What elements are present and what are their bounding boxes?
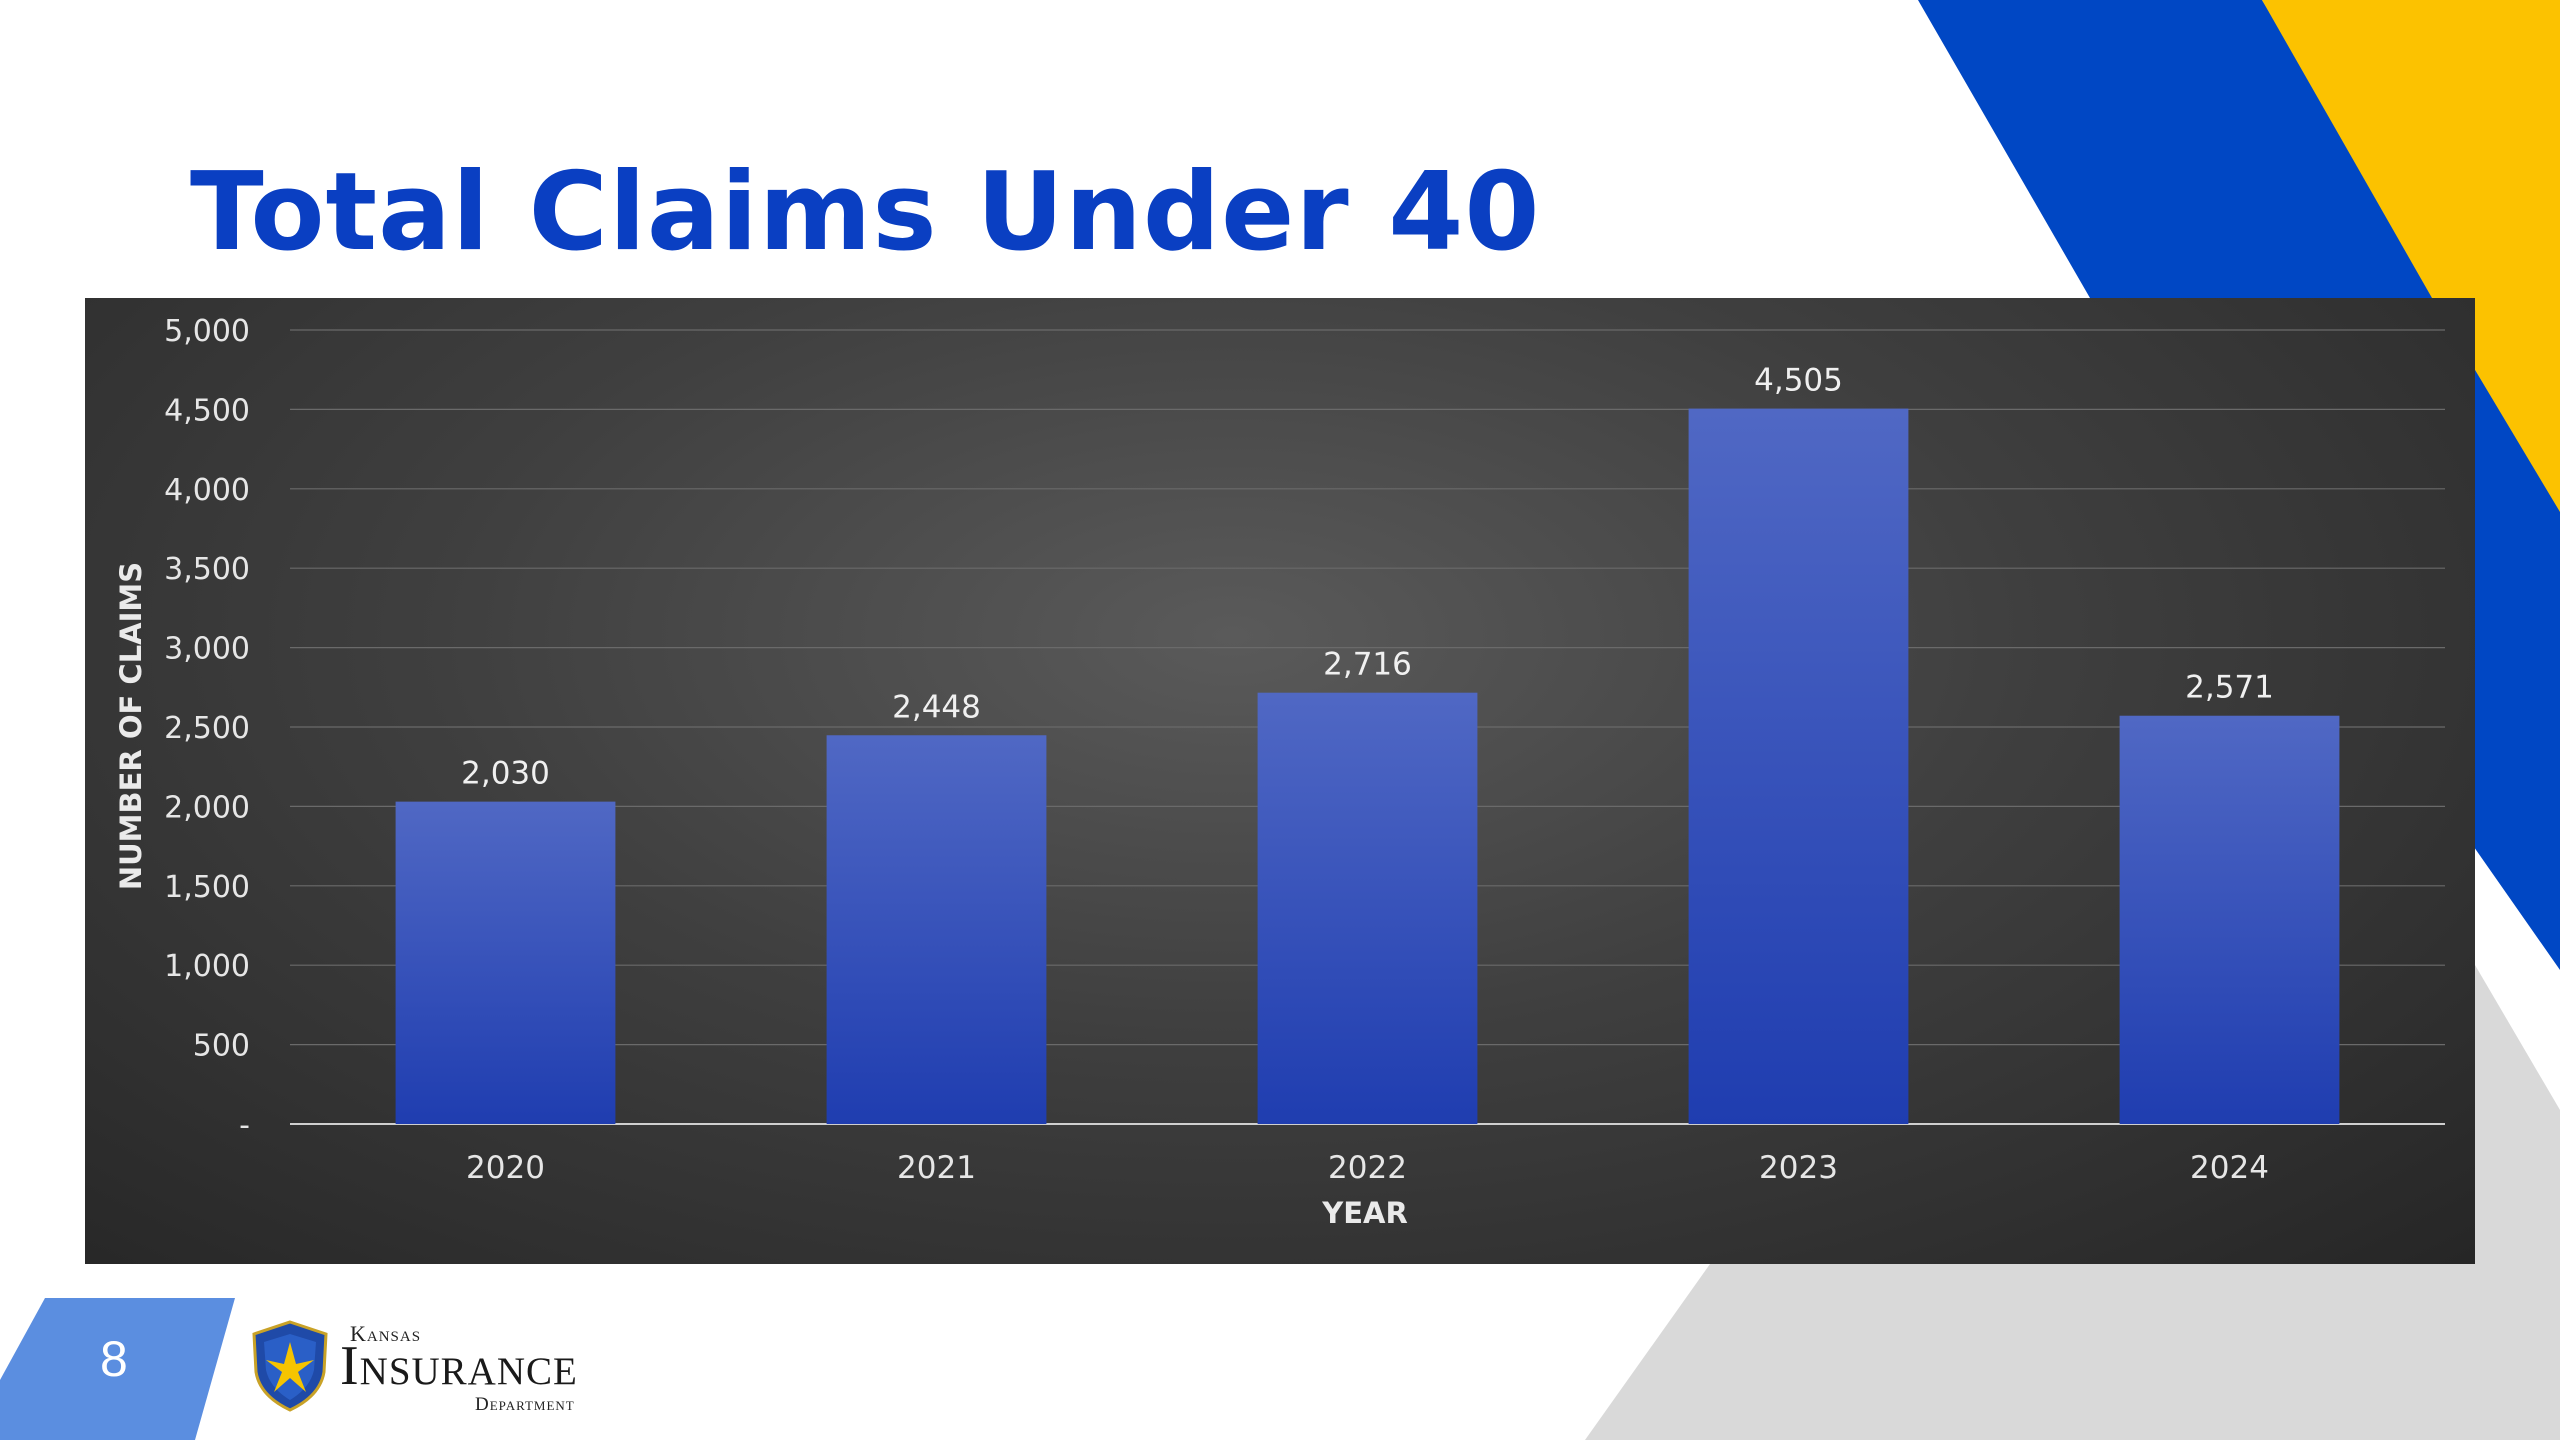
y-tick-label: 4,000	[164, 473, 250, 508]
gray-corner	[1585, 965, 2560, 1440]
x-tick-labels: 2020 2021 2022 2023 2024	[466, 1150, 2269, 1186]
bar-2023	[1688, 408, 1909, 1124]
logo-text-top: Kansas	[350, 1321, 422, 1346]
data-labels: 2,030 2,448 2,716 4,505 2,571	[461, 363, 2274, 792]
logo-text-main: Insurance	[340, 1335, 578, 1397]
x-tick-label: 2021	[897, 1150, 976, 1186]
data-label: 2,030	[461, 756, 550, 792]
y-tick-label: 3,000	[164, 632, 250, 667]
y-tick-label: -	[239, 1108, 250, 1143]
data-label: 2,448	[892, 689, 981, 725]
footer-blue-tab	[0, 1298, 235, 1440]
y-tick-labels: - 500 1,000 1,500 2,000 2,500 3,000 3,500 4,000 4…	[164, 314, 250, 1143]
bar-2021	[826, 735, 1047, 1124]
x-tick-label: 2020	[466, 1150, 545, 1186]
yellow-stripe	[2262, 0, 2560, 512]
y-axis-title: NUMBER OF CLAIMS	[114, 562, 148, 890]
x-tick-label: 2024	[2190, 1150, 2269, 1186]
kansas-insurance-logo: Kansas Insurance Department	[250, 1318, 610, 1418]
bar-2022	[1257, 692, 1478, 1124]
bar-2024	[2119, 715, 2340, 1124]
logo-text-bottom: Department	[475, 1394, 575, 1415]
data-label: 2,571	[2185, 670, 2274, 706]
y-tick-label: 1,500	[164, 870, 250, 905]
y-tick-label: 3,500	[164, 552, 250, 587]
bars	[395, 408, 2340, 1124]
y-tick-label: 5,000	[164, 314, 250, 349]
y-tick-label: 2,500	[164, 711, 250, 746]
y-tick-label: 4,500	[164, 393, 250, 428]
chart-panel: - 500 1,000 1,500 2,000 2,500 3,000 3,500 4,000 4…	[85, 298, 2475, 1264]
data-label: 2,716	[1323, 647, 1412, 683]
x-axis-title: YEAR	[1321, 1196, 1408, 1230]
bar-chart: - 500 1,000 1,500 2,000 2,500 3,000 3,500 4,000 4…	[114, 314, 2445, 1230]
y-tick-label: 500	[193, 1029, 250, 1064]
y-tick-label: 1,000	[164, 949, 250, 984]
data-label: 4,505	[1754, 363, 1843, 399]
slide-title: Total Claims Under 40	[190, 150, 1541, 275]
x-tick-label: 2022	[1328, 1150, 1407, 1186]
page-number: 8	[100, 1331, 128, 1387]
shield-icon	[252, 1320, 328, 1412]
bar-2020	[395, 801, 616, 1124]
x-tick-label: 2023	[1759, 1150, 1838, 1186]
y-tick-label: 2,000	[164, 790, 250, 825]
